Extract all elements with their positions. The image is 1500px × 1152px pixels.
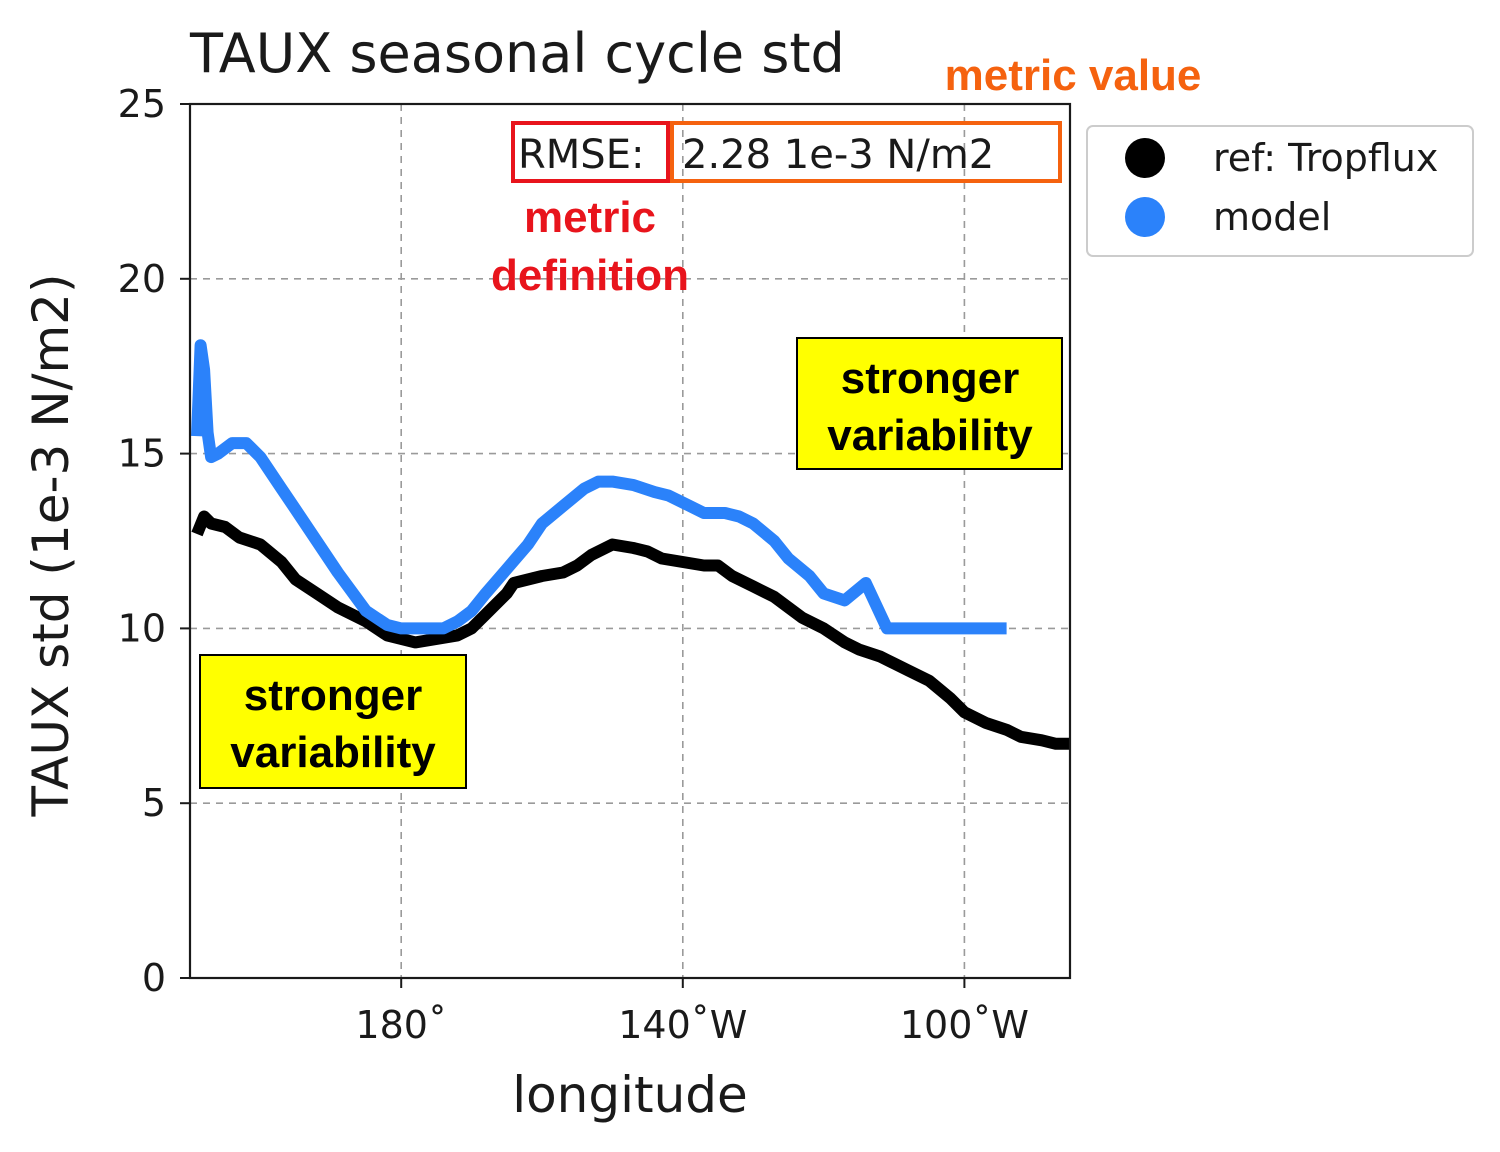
legend-label-ref: ref: Tropflux	[1213, 136, 1438, 180]
series-line-model	[191, 339, 1007, 635]
metric-value-box	[670, 121, 1062, 183]
legend-marker-model	[1125, 197, 1165, 237]
series-layer	[191, 339, 1070, 750]
x-axis-ticks: 180˚ 140˚W 100˚W	[355, 978, 1029, 1047]
y-tick-label-20: 20	[118, 257, 166, 301]
plot-frame	[188, 102, 1072, 980]
highlight-box-lower-line2: variability	[230, 728, 436, 777]
annotation-metric-definition-line1: metric	[524, 193, 656, 242]
y-tick-label-25: 25	[118, 82, 166, 126]
metric-value-text: 2.28 1e-3 N/m2	[682, 132, 994, 178]
series-line-ref-tropflux	[191, 510, 1070, 750]
x-tick-label-0: 180˚	[355, 1003, 447, 1047]
y-axis-label: TAUX std (1e-3 N/m2)	[22, 274, 80, 818]
x-tick-label-2: 100˚W	[900, 1003, 1029, 1047]
y-tick-label-10: 10	[118, 606, 166, 650]
chart-title: TAUX seasonal cycle std	[189, 22, 845, 85]
annotation-metric-value: metric value	[945, 51, 1202, 100]
legend-marker-ref	[1125, 138, 1165, 178]
highlight-box-upper	[796, 337, 1063, 470]
y-tick-label-5: 5	[142, 781, 166, 825]
x-axis-label: longitude	[512, 1066, 748, 1124]
x-tick-label-1: 140˚W	[618, 1003, 747, 1047]
legend-box	[1086, 125, 1474, 257]
annotation-metric-definition-line2: definition	[491, 251, 689, 300]
highlight-box-upper-line2: variability	[827, 411, 1033, 460]
highlight-box-lower	[199, 654, 467, 789]
highlight-box-lower-line1: stronger	[244, 671, 422, 720]
metric-definition-box	[511, 121, 670, 183]
highlight-box-upper-line1: stronger	[841, 354, 1019, 403]
y-axis-ticks: 0 5 10 15 20 25	[118, 82, 190, 1000]
legend-label-model: model	[1213, 195, 1331, 239]
y-tick-label-15: 15	[118, 432, 166, 476]
y-tick-label-0: 0	[142, 956, 166, 1000]
metric-definition-text: RMSE:	[518, 132, 644, 178]
